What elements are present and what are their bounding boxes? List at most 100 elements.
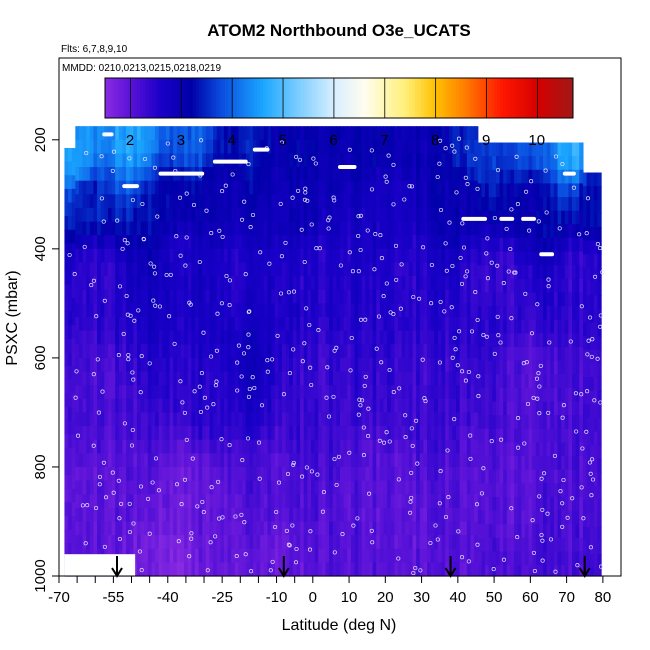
field-cell xyxy=(300,235,305,250)
field-cell xyxy=(227,235,232,250)
field-cell xyxy=(300,344,305,359)
field-cell xyxy=(463,562,468,577)
field-cell xyxy=(184,289,189,304)
field-cell xyxy=(93,480,98,495)
field-cell xyxy=(238,439,243,454)
field-cell xyxy=(365,276,370,291)
field-cell xyxy=(115,480,120,495)
field-cell xyxy=(459,371,464,386)
field-cell xyxy=(162,521,167,536)
field-cell xyxy=(477,537,483,553)
field-cell xyxy=(553,197,559,212)
field-cell xyxy=(434,439,439,454)
field-cell xyxy=(372,167,377,182)
field-cell xyxy=(550,169,555,185)
field-cell xyxy=(140,126,145,141)
field-cell xyxy=(445,480,450,495)
field-cell xyxy=(126,439,131,454)
field-cell xyxy=(176,480,182,495)
field-cell xyxy=(582,240,588,255)
field-cell xyxy=(495,360,501,375)
field-cell xyxy=(86,262,91,277)
field-cell xyxy=(590,254,595,269)
field-cell xyxy=(564,333,570,348)
field-cell xyxy=(321,521,327,536)
field-cell xyxy=(111,139,116,155)
field-cell xyxy=(165,303,171,318)
field-cell xyxy=(514,142,519,157)
field-cell xyxy=(68,175,73,190)
field-cell xyxy=(278,480,283,495)
field-cell xyxy=(441,385,446,400)
field-cell xyxy=(452,235,457,250)
sample-marker xyxy=(209,485,214,490)
field-cell xyxy=(187,330,192,345)
field-cell xyxy=(481,142,486,157)
field-cell xyxy=(372,289,377,304)
field-cell xyxy=(416,289,421,304)
field-cell xyxy=(147,289,153,304)
field-cell xyxy=(111,262,116,277)
field-cell xyxy=(572,278,577,294)
field-cell xyxy=(147,385,153,400)
field-cell xyxy=(350,466,356,482)
field-cell xyxy=(463,439,468,454)
field-cell xyxy=(209,167,214,182)
field-cell xyxy=(593,186,599,201)
field-cell xyxy=(492,346,497,362)
field-cell xyxy=(477,319,483,334)
field-cell xyxy=(82,507,87,523)
field-cell xyxy=(441,248,446,264)
field-cell xyxy=(155,439,160,454)
field-cell xyxy=(231,371,236,386)
field-cell xyxy=(176,276,182,291)
field-cell xyxy=(162,562,167,577)
field-cell xyxy=(510,442,515,457)
field-cell xyxy=(365,153,370,168)
field-cell xyxy=(151,207,156,223)
field-cell xyxy=(448,276,453,291)
field-cell xyxy=(205,139,211,155)
field-cell xyxy=(252,385,258,400)
field-cell xyxy=(213,548,218,563)
field-cell xyxy=(126,235,131,250)
field-cell xyxy=(499,251,504,266)
field-cell xyxy=(187,317,192,332)
field-cell xyxy=(517,306,522,321)
field-cell xyxy=(231,167,236,182)
field-cell xyxy=(118,139,124,155)
field-cell xyxy=(514,360,519,375)
field-cell xyxy=(340,303,345,318)
field-cell xyxy=(144,494,149,509)
field-cell xyxy=(223,548,229,563)
field-cell xyxy=(75,385,80,400)
field-cell xyxy=(187,221,192,236)
field-cell xyxy=(289,480,294,495)
field-cell xyxy=(140,521,145,536)
field-cell xyxy=(169,248,174,264)
field-cell xyxy=(289,317,294,332)
field-cell xyxy=(173,126,178,141)
field-cell xyxy=(575,169,580,185)
field-cell xyxy=(575,210,580,225)
field-cell xyxy=(441,494,446,509)
field-cell xyxy=(358,507,363,523)
field-cell xyxy=(155,126,160,141)
field-cell xyxy=(492,401,497,416)
field-cell xyxy=(144,207,149,223)
field-cell xyxy=(118,303,124,318)
field-cell xyxy=(416,317,421,332)
field-cell xyxy=(408,235,414,250)
field-cell xyxy=(122,357,127,373)
field-cell xyxy=(517,333,522,348)
field-cell xyxy=(430,317,435,332)
field-cell xyxy=(503,537,508,553)
field-cell xyxy=(347,139,352,155)
field-cell xyxy=(405,466,410,482)
field-cell xyxy=(271,535,276,550)
field-cell xyxy=(528,169,533,185)
field-cell xyxy=(434,330,439,345)
field-cell xyxy=(586,390,591,405)
field-cell xyxy=(459,262,464,277)
field-cell xyxy=(325,398,330,414)
